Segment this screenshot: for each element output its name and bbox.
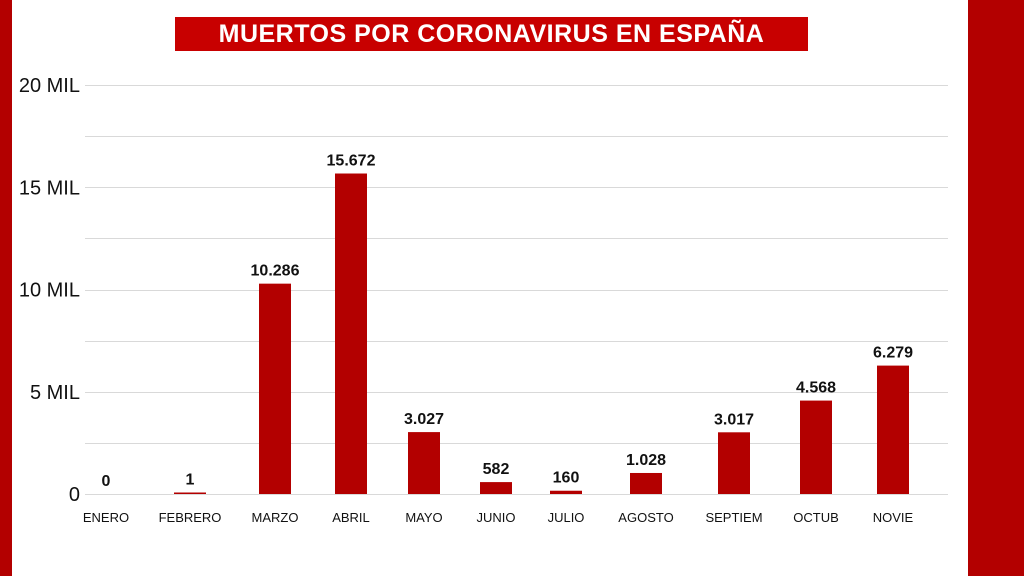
x-tick-label: FEBRERO [159,510,222,525]
bar [335,173,367,494]
x-tick-label: JUNIO [477,510,516,525]
x-tick-label: ENERO [83,510,129,525]
gridlines [85,85,948,495]
value-label: 4.568 [796,380,836,397]
y-tick-label: 0 [69,484,80,506]
value-label: 3.017 [714,411,754,428]
x-tick-label: MAYO [405,510,442,525]
chart-title: MUERTOS POR CORONAVIRUS EN ESPAÑA [218,19,765,48]
value-label: 15.672 [327,153,376,170]
bar [877,365,909,494]
bar [718,432,750,494]
value-label: 3.027 [404,411,444,428]
bar [630,472,662,494]
x-tick-label: SEPTIEM [705,510,762,525]
bar [550,490,582,494]
value-label: 1 [186,472,195,489]
bar [800,400,832,494]
y-tick-label: 5 MIL [30,382,80,404]
bar [408,432,440,494]
value-label: 10.286 [251,263,300,280]
y-tick-label: 20 MIL [19,75,80,97]
value-label: 1.028 [626,452,666,469]
x-tick-label: JULIO [548,510,585,525]
x-tick-label: AGOSTO [618,510,673,525]
x-tick-label: ABRIL [332,510,370,525]
chart-frame: MUERTOS POR CORONAVIRUS EN ESPAÑA [12,0,968,576]
y-tick-label: 10 MIL [19,280,80,302]
chart-title-box: MUERTOS POR CORONAVIRUS EN ESPAÑA [175,17,808,51]
bar [174,492,206,494]
bar [259,283,291,494]
value-label: 0 [102,473,111,490]
x-tick-label: NOVIE [873,510,914,525]
value-label: 160 [553,470,580,487]
value-label: 6.279 [873,345,913,362]
value-label: 582 [483,461,510,478]
x-tick-label: OCTUB [793,510,839,525]
x-tick-label: MARZO [252,510,299,525]
bar [480,482,512,494]
y-tick-label: 15 MIL [19,177,80,199]
